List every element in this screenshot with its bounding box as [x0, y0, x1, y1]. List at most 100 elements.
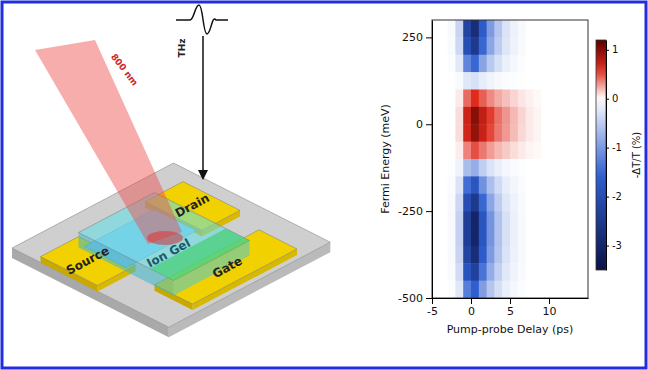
heatmap-cell — [565, 159, 573, 177]
heatmap-cell — [580, 194, 588, 212]
heatmap-cell — [479, 55, 487, 73]
heatmap-cell — [487, 263, 495, 281]
heatmap-cell — [533, 263, 541, 281]
colorbar-axis-tick: -2 — [606, 191, 622, 202]
x-axis-tick-mark — [471, 298, 472, 304]
heatmap-cell — [541, 194, 549, 212]
x-axis-tick-label: 5 — [507, 305, 514, 318]
heatmap-cell — [471, 20, 479, 38]
heatmap-cell — [541, 263, 549, 281]
heatmap-cell — [487, 176, 495, 194]
heatmap-cell — [471, 37, 479, 55]
heatmap-cell — [549, 159, 557, 177]
heatmap-cell — [471, 90, 479, 108]
thz-arrow — [202, 36, 204, 178]
heatmap-cell — [463, 159, 471, 177]
heatmap-cell — [463, 246, 471, 264]
heatmap-cell — [557, 229, 565, 247]
heatmap-cell — [494, 90, 502, 108]
heatmap-cell — [479, 37, 487, 55]
heatmap-cell — [533, 176, 541, 194]
heatmap-cell — [440, 124, 448, 142]
heatmap-cell — [440, 90, 448, 108]
heatmap-cell — [510, 55, 518, 73]
heatmap-cell — [463, 176, 471, 194]
heatmap-cell — [526, 20, 534, 38]
heatmap-cell — [510, 176, 518, 194]
heatmap-cell — [572, 281, 580, 298]
heatmap-cell — [471, 124, 479, 142]
heatmap-cell — [533, 90, 541, 108]
heatmap-cell — [487, 211, 495, 229]
heatmap-cell — [494, 281, 502, 298]
heatmap-cell — [541, 159, 549, 177]
heatmap-cell — [572, 176, 580, 194]
heatmap-cell — [471, 281, 479, 298]
heatmap-cell — [471, 263, 479, 281]
heatmap-cell — [463, 107, 471, 125]
x-axis: -50510 — [427, 298, 588, 318]
heatmap-cell — [541, 142, 549, 160]
heatmap-cell — [432, 90, 440, 108]
heatmap-cell — [580, 246, 588, 264]
x-axis-tick-mark — [549, 298, 550, 304]
heatmap-cell — [440, 263, 448, 281]
heatmap-cell — [471, 246, 479, 264]
heatmap-cell — [565, 246, 573, 264]
heatmap-cell — [572, 194, 580, 212]
heatmap-cell — [510, 246, 518, 264]
y-axis-tick: -250 — [398, 205, 432, 218]
colorbar-axis-tick-label: -3 — [612, 240, 622, 251]
heatmap-cell — [518, 211, 526, 229]
colorbar-axis-tick-mark — [606, 50, 609, 51]
colorbar-axis-tick: -1 — [606, 142, 622, 153]
heatmap-cell — [494, 107, 502, 125]
heatmap-cell — [448, 211, 456, 229]
heatmap-cell — [487, 142, 495, 160]
heatmap-cell — [440, 142, 448, 160]
heatmap-cell — [432, 281, 440, 298]
heatmap-cell — [533, 246, 541, 264]
heatmap-cell — [533, 142, 541, 160]
colorbar-axis-tick-label: 1 — [612, 44, 618, 55]
heatmap-cell — [455, 124, 463, 142]
heatmap-cell — [432, 194, 440, 212]
pump-label: 800 nm — [109, 52, 140, 88]
heatmap-cell — [471, 55, 479, 73]
heatmap-cell — [455, 176, 463, 194]
heatmap-cell — [580, 229, 588, 247]
heatmap-cell — [518, 194, 526, 212]
heatmap-cell — [557, 72, 565, 90]
heatmap-cell — [502, 37, 510, 55]
heatmap-cell — [463, 142, 471, 160]
heatmap-cell — [502, 246, 510, 264]
heatmap-cell — [572, 142, 580, 160]
heatmap-cell — [580, 55, 588, 73]
heatmap-cell — [557, 107, 565, 125]
heatmap-cell — [510, 20, 518, 38]
heatmap-cell — [463, 211, 471, 229]
plot-frame — [432, 20, 588, 298]
heatmap-cell — [487, 246, 495, 264]
colorbar-axis-tick-mark — [606, 197, 609, 198]
heatmap-cell — [518, 20, 526, 38]
heatmap-cell — [502, 124, 510, 142]
heatmap-cell — [448, 20, 456, 38]
heatmap-cell — [580, 37, 588, 55]
heatmap-cell — [463, 263, 471, 281]
colorbar-axis: 1 0 -1 -2 -3 — [606, 41, 622, 271]
heatmap-cell — [440, 72, 448, 90]
heatmap-cell — [487, 55, 495, 73]
heatmap-cell — [432, 124, 440, 142]
heatmap-cell — [487, 37, 495, 55]
colorbar: 10-1-2-3-ΔT/T (%) — [596, 40, 642, 271]
heatmap-cell — [432, 37, 440, 55]
colorbar-axis-tick: 0 — [606, 93, 618, 104]
heatmap-cell — [502, 90, 510, 108]
heatmap-cell — [463, 37, 471, 55]
figure: SourceDrainGateIon Gel800 nmTHz-50510-50… — [0, 0, 648, 370]
heatmap-cell — [572, 124, 580, 142]
heatmap-cell — [580, 124, 588, 142]
heatmap-cell — [455, 20, 463, 38]
heatmap-cell — [502, 211, 510, 229]
